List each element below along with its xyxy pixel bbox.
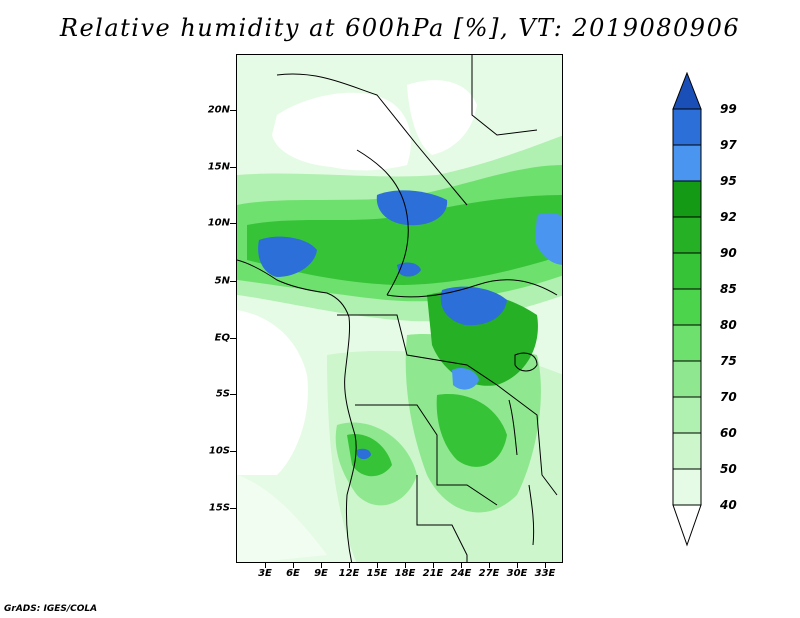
lon-label-24e: 24E (450, 568, 472, 579)
west-africa-coast (237, 259, 357, 562)
lat-label-20n: 20N (207, 104, 230, 116)
colorbar-label-80: 80 (720, 318, 737, 332)
lat-label-5s: 5S (215, 388, 230, 400)
lon-tick (377, 563, 378, 568)
coastlines (237, 55, 558, 562)
lon-tick (321, 563, 322, 568)
lat-tick (230, 223, 236, 224)
colorbar-swatch-70 (672, 360, 702, 398)
lat-tick (230, 110, 236, 111)
lon-tick (545, 563, 546, 568)
lat-label-10s: 10S (208, 445, 230, 457)
lat-label-eq: EQ (214, 332, 230, 344)
saturation-south-central (452, 368, 479, 390)
colorbar-swatch-95 (672, 144, 702, 182)
colorbar-swatch-40 (672, 468, 702, 506)
lon-label-3e: 3E (258, 568, 272, 579)
colorbar-swatch-90 (672, 216, 702, 254)
colorbar-label-95: 95 (720, 174, 737, 188)
humidity-field (237, 55, 562, 562)
colorbar-swatch-50 (672, 432, 702, 470)
border-8 (496, 384, 558, 496)
lon-label-33e: 33E (534, 568, 556, 579)
lat-label-15n: 15N (207, 161, 230, 173)
dry-region-southwest (237, 475, 327, 562)
lon-label-12e: 12E (338, 568, 360, 579)
lon-tick (349, 563, 350, 568)
border-5 (337, 314, 498, 386)
humidity-dark-band (247, 195, 562, 285)
colorbar-bottom-arrow (672, 504, 702, 547)
lat-tick (230, 394, 236, 395)
colorbar-swatch-85 (672, 252, 702, 290)
border-7 (416, 475, 468, 562)
colorbar-label-50: 50 (720, 462, 737, 476)
colorbar-label-60: 60 (720, 426, 737, 440)
colorbar-label-75: 75 (720, 354, 737, 368)
colorbar (672, 72, 702, 547)
saturation-lake-chad (376, 190, 448, 226)
lake-victoria (514, 352, 538, 372)
colorbar-swatch-75 (672, 324, 702, 362)
lon-label-21e: 21E (422, 568, 444, 579)
colorbar-label-85: 85 (720, 282, 737, 296)
lat-tick (230, 167, 236, 168)
lon-label-6e: 6E (286, 568, 300, 579)
dry-region-north-east (407, 80, 477, 155)
lon-tick (517, 563, 518, 568)
saturation-west-africa (258, 236, 317, 277)
lon-tick (293, 563, 294, 568)
border-3 (356, 149, 409, 296)
colorbar-label-70: 70 (720, 390, 737, 404)
lat-tick (230, 338, 236, 339)
border-6 (355, 404, 498, 506)
lat-label-10n: 10N (207, 217, 230, 229)
lake-tanganyika (508, 399, 518, 456)
border-2 (471, 55, 538, 136)
lon-tick (433, 563, 434, 568)
lon-tick (461, 563, 462, 568)
lat-tick (230, 281, 236, 282)
colorbar-swatch-97 (672, 108, 702, 146)
lon-label-15e: 15E (366, 568, 388, 579)
lon-label-27e: 27E (478, 568, 500, 579)
lon-label-18e: 18E (394, 568, 416, 579)
lat-tick (230, 451, 236, 452)
lon-tick (489, 563, 490, 568)
colorbar-top-arrow (672, 72, 702, 110)
saturation-east (535, 212, 562, 265)
lat-label-5n: 5N (214, 275, 230, 287)
colorbar-swatch-80 (672, 288, 702, 326)
lon-tick (405, 563, 406, 568)
lat-label-15s: 15S (208, 502, 230, 514)
colorbar-label-97: 97 (720, 138, 737, 152)
lon-tick (265, 563, 266, 568)
colorbar-swatch-60 (672, 396, 702, 434)
border-1 (276, 73, 468, 206)
saturation-small-2 (357, 448, 371, 460)
border-4 (386, 279, 558, 298)
lat-tick (230, 508, 236, 509)
humidity-dark-south (436, 394, 507, 467)
colorbar-label-90: 90 (720, 246, 737, 260)
grads-credit: GrADS: IGES/COLA (4, 604, 98, 614)
dry-region-north (272, 92, 411, 171)
dry-region-west (237, 310, 308, 475)
colorbar-label-40: 40 (720, 498, 737, 512)
lon-label-9e: 9E (314, 568, 328, 579)
lon-label-30e: 30E (506, 568, 528, 579)
saturation-small-1 (397, 262, 421, 277)
colorbar-label-99: 99 (720, 102, 737, 116)
colorbar-swatch-92 (672, 180, 702, 218)
lake-malawi (528, 484, 535, 546)
map-title: Relative humidity at 600hPa [%], VT: 201… (59, 14, 741, 42)
saturation-central (440, 286, 507, 326)
colorbar-label-92: 92 (720, 210, 737, 224)
map-panel (236, 54, 563, 563)
